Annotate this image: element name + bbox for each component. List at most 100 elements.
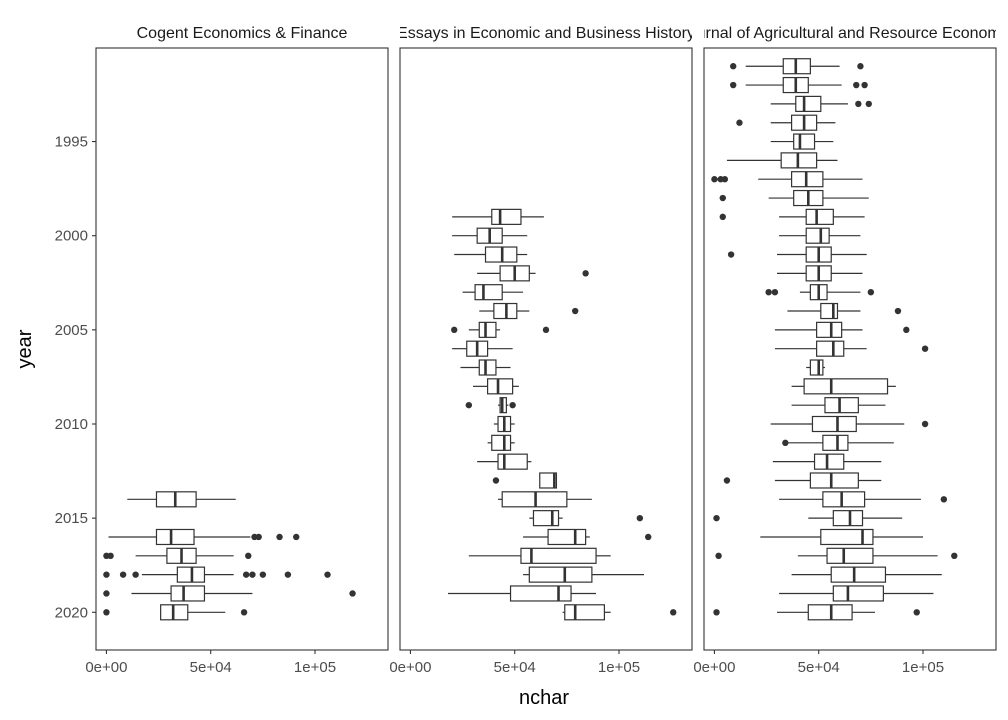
boxplot-year-2005 (451, 321, 550, 338)
outlier-point (730, 81, 737, 89)
boxplot-year-2016 (108, 528, 300, 546)
outlier-point (103, 571, 110, 578)
boxplot-year-2004 (479, 302, 579, 320)
boxplot-year-2012 (772, 453, 882, 470)
x-axis-title: nchar (519, 687, 569, 709)
outlier-point (719, 194, 726, 202)
boxplot-year-2017 (103, 547, 252, 564)
panel-border (703, 47, 997, 651)
panels-layer: Cogent Economics & Finance 0e+00 5e+04 1e+0… (85, 25, 997, 676)
boxplot-year-2000 (779, 227, 861, 244)
outlier-point (509, 401, 516, 409)
boxplot-year-2014 (127, 491, 236, 508)
outlier-point (465, 401, 473, 409)
box-iqr (805, 227, 830, 244)
boxplot-year-2020 (713, 604, 920, 621)
x-tick-label: 5e+04 (190, 659, 232, 676)
outlier-point (711, 176, 718, 183)
boxplot-year-2019 (103, 585, 356, 602)
box-iqr (547, 528, 587, 546)
outlier-point (293, 533, 300, 541)
boxplot-year-2011 (782, 434, 894, 451)
box-iqr (520, 547, 597, 564)
outlier-point (921, 345, 929, 352)
boxplot-year-2007 (460, 359, 511, 376)
outlier-point (723, 477, 731, 484)
boxplot-year-2015 (713, 510, 903, 527)
boxplot-year-2013 (723, 472, 882, 489)
outlier-point (492, 477, 500, 484)
facet-strip-title: Essays in Economic and Business History (397, 25, 695, 42)
boxplot-year-2010 (493, 415, 515, 433)
outlier-point (284, 571, 292, 578)
boxplot-year-1994 (736, 114, 836, 131)
box-iqr (820, 302, 839, 320)
outlier-point (670, 609, 677, 616)
box-iqr (832, 585, 884, 602)
boxplot-year-2017 (468, 547, 611, 564)
boxplot-year-2019 (779, 585, 934, 602)
box-iqr (809, 359, 824, 376)
x-tick-label: 0e+00 (85, 659, 127, 676)
x-tick-label: 1e+05 (598, 659, 640, 676)
boxplot-year-2012 (477, 453, 532, 470)
box-iqr (564, 604, 605, 621)
boxplot-year-2002 (477, 265, 589, 282)
boxplot-year-1998 (719, 189, 869, 207)
boxplot-year-2006 (774, 340, 929, 357)
box-iqr (830, 566, 887, 583)
outlier-point (103, 590, 110, 597)
outlier-point (865, 100, 872, 108)
box-iqr (816, 340, 845, 357)
box-iqr (805, 208, 834, 225)
outlier-point (913, 609, 920, 616)
outlier-point (857, 63, 864, 70)
outlier-point (240, 609, 248, 616)
x-tick-label: 0e+00 (389, 659, 431, 676)
y-tick-label: 2015 (55, 510, 88, 527)
box-iqr (491, 208, 522, 225)
box-iqr (497, 453, 528, 470)
box-iqr (822, 491, 866, 508)
facet-panel: Essays in Economic and Business History 0… (389, 25, 695, 676)
boxplot-year-2018 (523, 566, 645, 583)
outlier-point (349, 590, 356, 597)
facet-panel: Journal of Agricultural and Resource Eco… (693, 25, 997, 676)
y-tick-label: 1995 (55, 134, 88, 151)
box-iqr (803, 378, 889, 395)
boxplot-year-2017 (715, 547, 958, 564)
outlier-point (853, 81, 860, 89)
box-iqr (539, 472, 558, 489)
y-tick-label: 2020 (55, 604, 88, 621)
panel-border (95, 47, 389, 651)
outlier-point (255, 533, 262, 541)
outlier-point (119, 571, 127, 578)
box-iqr (170, 585, 206, 602)
boxplot-year-2013 (492, 472, 558, 489)
outlier-point (645, 533, 652, 541)
boxplot-year-1992 (730, 76, 868, 94)
box-iqr (509, 585, 572, 602)
outlier-point (715, 552, 722, 560)
outlier-point (249, 571, 256, 578)
boxplot-year-2009 (791, 397, 886, 414)
boxplot-year-1999 (452, 208, 544, 225)
boxplot-year-2004 (787, 302, 902, 320)
box-iqr (813, 453, 845, 470)
boxplot-year-2020 (562, 604, 677, 621)
box-iqr (826, 547, 874, 564)
outlier-point (765, 288, 772, 296)
boxplot-year-2003 (462, 284, 524, 301)
outlier-point (771, 288, 779, 296)
boxplot-year-2014 (498, 491, 592, 508)
x-tick-label: 5e+04 (798, 659, 840, 676)
outlier-point (132, 571, 139, 578)
outlier-point (903, 326, 910, 334)
outlier-point (867, 288, 875, 296)
box-iqr (832, 510, 864, 527)
boxplot-year-2020 (103, 604, 248, 621)
boxplot-year-1993 (770, 95, 872, 112)
boxplot-year-2016 (760, 528, 923, 546)
box-iqr (811, 415, 857, 433)
